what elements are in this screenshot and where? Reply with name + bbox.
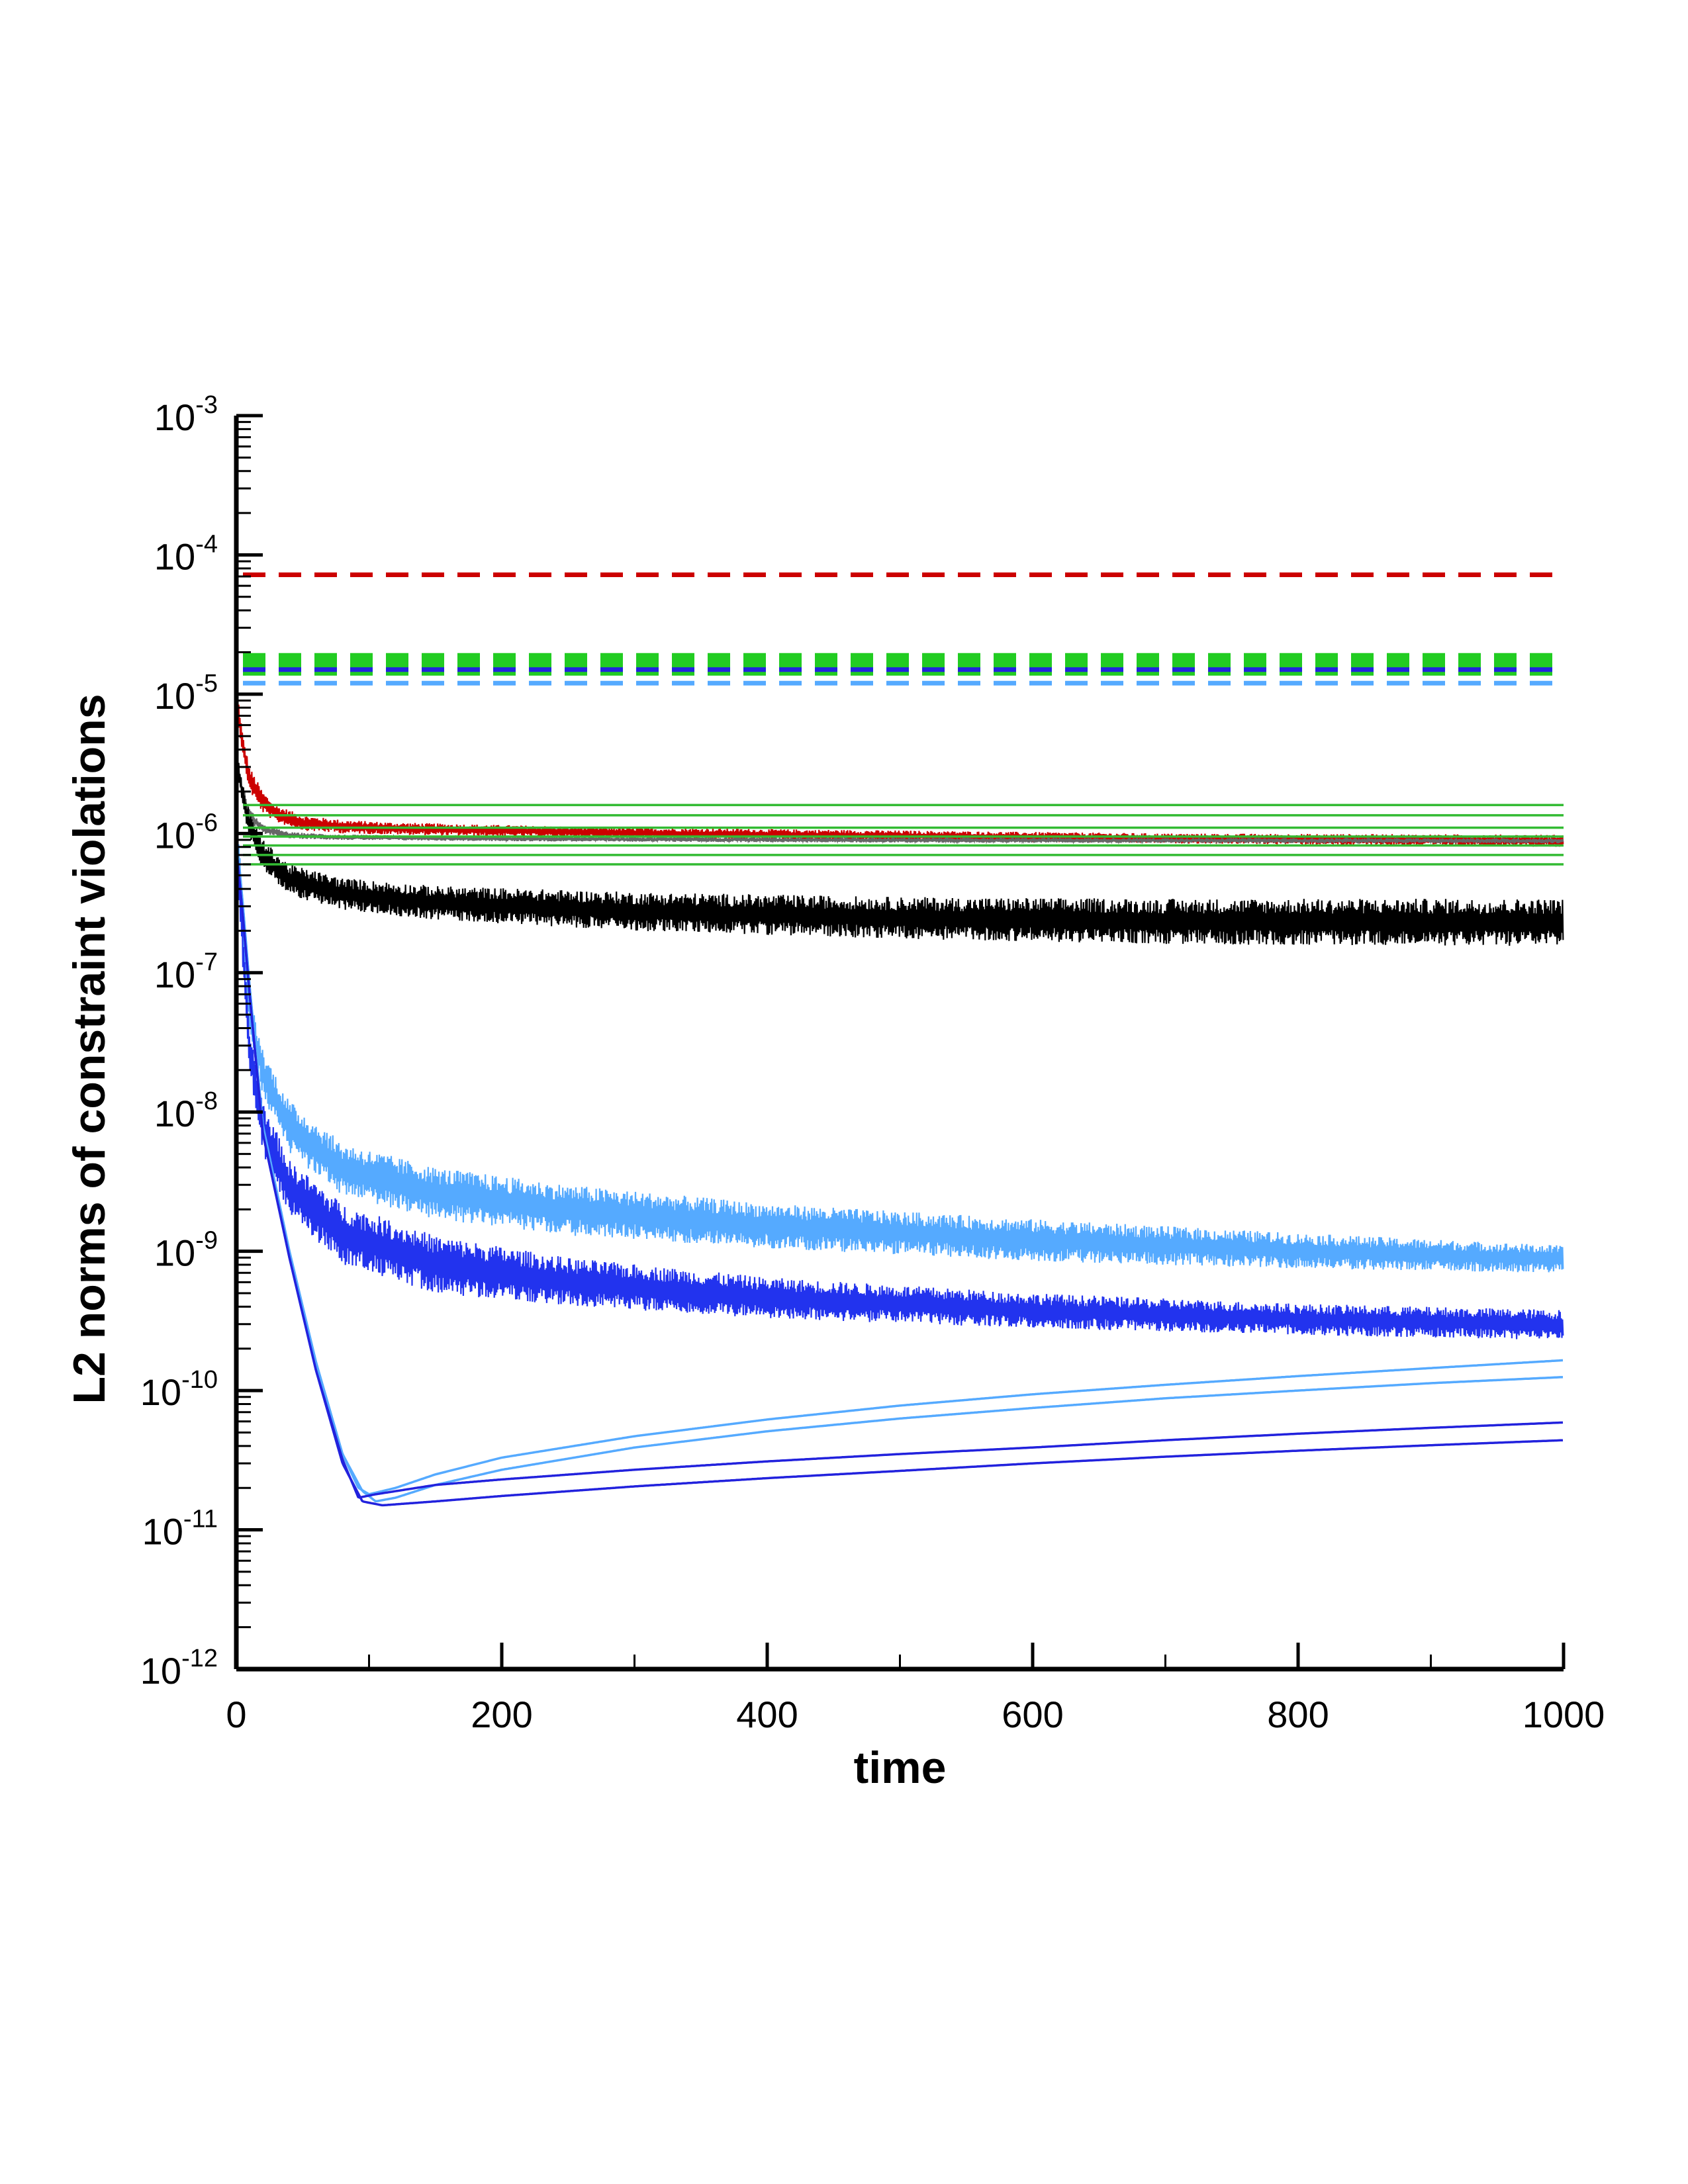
y-tick-label: 10-4 <box>154 530 218 577</box>
y-tick-base: 10 <box>154 1093 195 1134</box>
series-blue-line-1 <box>235 846 1564 1499</box>
y-tick-base: 10 <box>154 396 195 438</box>
y-tick-label: 10-8 <box>154 1087 218 1134</box>
y-tick-exponent: -6 <box>195 809 218 837</box>
x-tick-label: 800 <box>1267 1694 1329 1735</box>
y-tick-base: 10 <box>140 1650 181 1692</box>
y-tick-exponent: -12 <box>181 1645 218 1672</box>
series-lightblue-band <box>235 812 1564 1273</box>
y-tick-base: 10 <box>142 1511 183 1553</box>
y-tick-label: 10-11 <box>142 1506 218 1553</box>
y-tick-label: 10-9 <box>154 1227 218 1274</box>
y-tick-label: 10-10 <box>140 1366 218 1413</box>
series-blue-line-2 <box>235 846 1564 1507</box>
y-tick-label: 10-3 <box>154 391 218 438</box>
tick-labels: 0 200 400 600 800 100010-1210-1110-1010-910-8… <box>140 391 1605 1735</box>
x-tick-label: 1000 <box>1523 1694 1605 1735</box>
y-tick-base: 10 <box>154 814 195 856</box>
y-tick-base: 10 <box>154 535 195 577</box>
y-tick-label: 10-6 <box>154 809 218 856</box>
y-tick-label: 10-7 <box>154 948 218 995</box>
y-axis-title: L2 norms of constraint violations <box>64 694 115 1404</box>
y-tick-exponent: -5 <box>195 670 218 698</box>
y-tick-base: 10 <box>154 1232 195 1274</box>
series-gray-band <box>235 758 1564 845</box>
y-tick-exponent: -3 <box>195 391 218 419</box>
series-black-band <box>235 758 1564 946</box>
x-tick-label: 400 <box>736 1694 798 1735</box>
y-tick-exponent: -10 <box>181 1366 218 1394</box>
series-lightblue-line-1 <box>235 833 1564 1496</box>
y-tick-exponent: -8 <box>195 1087 218 1115</box>
y-tick-base: 10 <box>154 954 195 995</box>
y-tick-exponent: -7 <box>195 948 218 976</box>
y-tick-label: 10-12 <box>140 1645 218 1692</box>
data-layer <box>235 572 1564 1507</box>
x-tick-label: 0 <box>226 1694 246 1735</box>
series-lightblue-line-2 <box>235 833 1564 1503</box>
y-tick-exponent: -11 <box>183 1506 218 1533</box>
x-tick-label: 200 <box>471 1694 532 1735</box>
y-tick-exponent: -9 <box>195 1227 218 1255</box>
series-red-band <box>235 695 1564 847</box>
axes <box>234 414 1566 1672</box>
series-blue-band <box>235 827 1564 1340</box>
y-tick-exponent: -4 <box>195 530 218 558</box>
y-tick-label: 10-5 <box>154 670 218 717</box>
x-tick-label: 600 <box>1002 1694 1063 1735</box>
y-tick-base: 10 <box>154 675 195 717</box>
x-axis-title: time <box>854 1743 947 1793</box>
y-tick-base: 10 <box>140 1371 181 1413</box>
